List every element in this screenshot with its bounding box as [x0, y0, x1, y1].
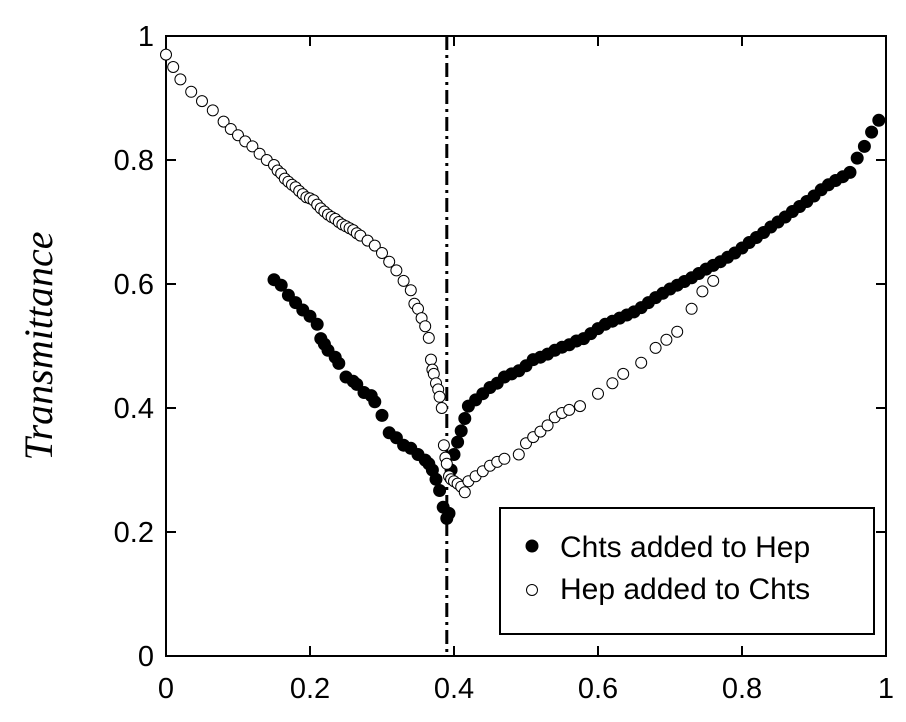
data-point-hep-added-to-chts [422, 331, 435, 344]
data-point-hep-added-to-chts [435, 402, 448, 414]
data-point-hep-added-to-chts [196, 95, 208, 108]
legend-label-chts-added-to-hep: Chts added to Hep [560, 531, 810, 564]
data-point-chts-added-to-hep [433, 484, 447, 497]
data-point-chts-added-to-hep [857, 139, 871, 153]
y-tick-label: 0.6 [114, 269, 154, 301]
data-point-chts-added-to-hep [350, 377, 364, 391]
data-point-hep-added-to-chts [671, 325, 684, 338]
x-tick-label: 0.6 [578, 673, 618, 705]
data-point-hep-added-to-chts [160, 48, 172, 61]
series-0 [267, 113, 886, 525]
data-point-chts-added-to-hep [429, 472, 443, 486]
legend-label-hep-added-to-chts: Hep added to Chts [560, 573, 810, 606]
y-tick-label: 0.4 [114, 393, 154, 425]
x-tick-label: 0.4 [434, 673, 474, 705]
legend-marker-hep-added-to-chts [526, 584, 538, 596]
y-tick-labels: 0 0.2 0.4 0.6 0.8 1 [114, 21, 154, 673]
data-point-hep-added-to-chts [563, 403, 576, 416]
data-point-hep-added-to-chts [397, 274, 410, 287]
data-point-chts-added-to-hep [310, 317, 324, 331]
data-point-chts-added-to-hep [458, 412, 472, 425]
data-point-hep-added-to-chts [541, 419, 554, 432]
data-point-chts-added-to-hep [368, 395, 382, 409]
data-point-hep-added-to-chts [440, 457, 453, 470]
data-point-chts-added-to-hep [850, 151, 864, 165]
x-tick-label: 1 [878, 673, 894, 705]
data-point-hep-added-to-chts [606, 377, 619, 390]
data-point-hep-added-to-chts [498, 452, 511, 465]
data-point-hep-added-to-chts [649, 341, 662, 354]
data-point-chts-added-to-hep [442, 506, 456, 520]
y-tick-label: 0.2 [114, 517, 154, 549]
data-point-hep-added-to-chts [512, 448, 525, 461]
x-tick-label: 0.2 [290, 673, 330, 705]
y-tick-label: 0 [138, 641, 154, 673]
data-point-hep-added-to-chts [437, 439, 450, 452]
data-point-hep-added-to-chts [383, 255, 396, 268]
data-point-chts-added-to-hep [303, 309, 317, 323]
data-point-hep-added-to-chts [433, 390, 446, 403]
data-point-hep-added-to-chts [635, 356, 648, 369]
x-tick-labels: 0 0.2 0.4 0.6 0.8 1 [158, 673, 894, 705]
data-point-hep-added-to-chts [404, 284, 417, 297]
data-point-hep-added-to-chts [574, 400, 586, 413]
data-point-hep-added-to-chts [174, 73, 187, 86]
data-point-hep-added-to-chts [368, 239, 381, 252]
data-point-hep-added-to-chts [617, 367, 630, 380]
data-point-chts-added-to-hep [872, 113, 886, 127]
data-point-hep-added-to-chts [167, 61, 180, 73]
x-tick-label: 0 [158, 673, 174, 705]
data-point-chts-added-to-hep [451, 435, 465, 449]
data-series [160, 48, 886, 525]
data-point-hep-added-to-chts [185, 85, 198, 98]
data-point-chts-added-to-hep [843, 165, 857, 179]
data-point-chts-added-to-hep [454, 424, 468, 438]
y-tick-label: 1 [138, 21, 154, 53]
data-point-hep-added-to-chts [390, 264, 403, 277]
data-point-hep-added-to-chts [217, 115, 230, 128]
data-point-chts-added-to-hep [865, 125, 879, 139]
plot-frame [165, 35, 887, 657]
legend: Chts added to Hep Hep added to Chts [499, 507, 875, 635]
data-point-hep-added-to-chts [246, 140, 259, 153]
data-point-hep-added-to-chts [419, 320, 432, 333]
data-point-hep-added-to-chts [425, 353, 437, 366]
series-1 [160, 48, 720, 499]
x-tick-label: 0.8 [722, 673, 762, 705]
axis-ticks [165, 35, 887, 657]
data-point-hep-added-to-chts [707, 274, 720, 287]
data-point-hep-added-to-chts [685, 302, 698, 315]
legend-box [499, 507, 875, 635]
data-point-hep-added-to-chts [376, 247, 388, 259]
data-point-hep-added-to-chts [592, 387, 604, 400]
data-point-chts-added-to-hep [375, 408, 389, 422]
data-point-hep-added-to-chts [206, 104, 219, 117]
legend-marker-chts-added-to-hep [525, 539, 539, 553]
data-point-hep-added-to-chts [660, 333, 673, 346]
data-point-chts-added-to-hep [332, 356, 346, 370]
data-point-hep-added-to-chts [696, 285, 709, 298]
data-point-chts-added-to-hep [274, 278, 288, 292]
y-axis-label: Transmittance [16, 232, 61, 461]
data-point-hep-added-to-chts [458, 486, 471, 499]
y-tick-label: 0.8 [114, 145, 154, 177]
